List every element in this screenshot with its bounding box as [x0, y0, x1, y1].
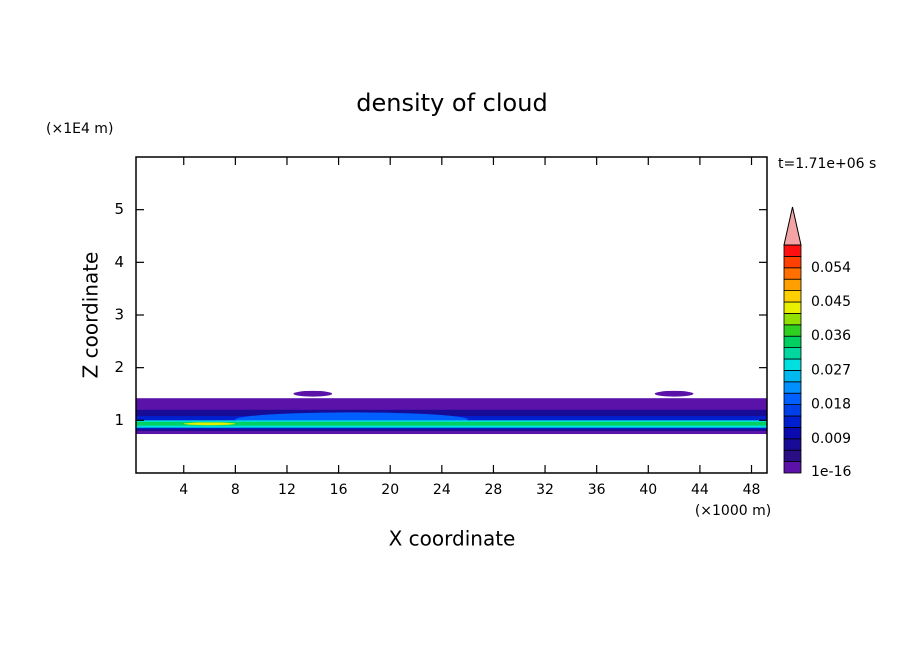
- colorbar-box: [783, 461, 802, 474]
- contour-band: [136, 421, 767, 426]
- contour-patch: [183, 422, 236, 426]
- colorbar-box: [783, 369, 802, 383]
- x-tick-label: 48: [743, 482, 761, 498]
- x-tick-label: 8: [231, 482, 240, 498]
- x-tick-label: 36: [588, 482, 606, 498]
- x-tick-label: 4: [179, 482, 188, 498]
- colorbar-box: [783, 438, 802, 451]
- colorbar-box: [783, 449, 802, 463]
- contour-patch: [654, 390, 694, 397]
- y-tick-label: 5: [114, 200, 124, 218]
- colorbar-box: [783, 301, 802, 314]
- time-label: t=1.71e+06 s: [778, 156, 876, 172]
- y-tick-label: 1: [114, 411, 124, 429]
- colorbar-label: 0.045: [811, 294, 851, 310]
- colorbar-box: [783, 267, 802, 280]
- colorbar-box: [783, 312, 802, 326]
- x-axis-title: X coordinate: [389, 527, 516, 551]
- x-tick-label: 40: [639, 482, 657, 498]
- y-unit: (×1E4 m): [46, 121, 113, 137]
- colorbar-extend: [783, 206, 802, 246]
- x-tick-label: 12: [278, 482, 296, 498]
- y-tick-label: 2: [114, 358, 124, 376]
- colorbar-box: [783, 335, 802, 349]
- contour-patch: [293, 390, 333, 397]
- x-unit: (×1000 m): [695, 503, 771, 519]
- x-tick-label: 28: [485, 482, 503, 498]
- colorbar-label: 1e-16: [811, 464, 851, 480]
- x-tick-label: 44: [691, 482, 709, 498]
- colorbar-label: 0.054: [811, 260, 851, 276]
- colorbar-label: 0.018: [811, 397, 851, 413]
- colorbar-box: [783, 244, 802, 257]
- colorbar-box: [783, 392, 802, 406]
- colorbar-box: [783, 278, 802, 292]
- x-tick-label: 20: [381, 482, 399, 498]
- colorbar-box: [783, 290, 802, 303]
- chart-title: density of cloud: [356, 89, 547, 117]
- x-tick-label: 24: [433, 482, 451, 498]
- colorbar-box: [783, 404, 802, 417]
- colorbar-box: [783, 255, 802, 269]
- colorbar-box: [783, 381, 802, 394]
- colorbar-box: [783, 347, 802, 360]
- x-tick-label: 32: [536, 482, 554, 498]
- x-tick-label: 16: [330, 482, 348, 498]
- contour-field: [136, 390, 767, 435]
- colorbar-box: [783, 358, 802, 371]
- colorbar-label: 0.036: [811, 328, 851, 344]
- y-tick-label: 3: [114, 306, 124, 324]
- colorbar-box: [783, 324, 802, 337]
- colorbar-label: 0.009: [811, 431, 851, 447]
- colorbar-box: [783, 426, 802, 440]
- colorbar-label: 0.027: [811, 362, 851, 378]
- colorbar-box: [783, 415, 802, 428]
- y-tick-label: 4: [114, 253, 124, 271]
- y-axis-title: Z coordinate: [79, 252, 103, 379]
